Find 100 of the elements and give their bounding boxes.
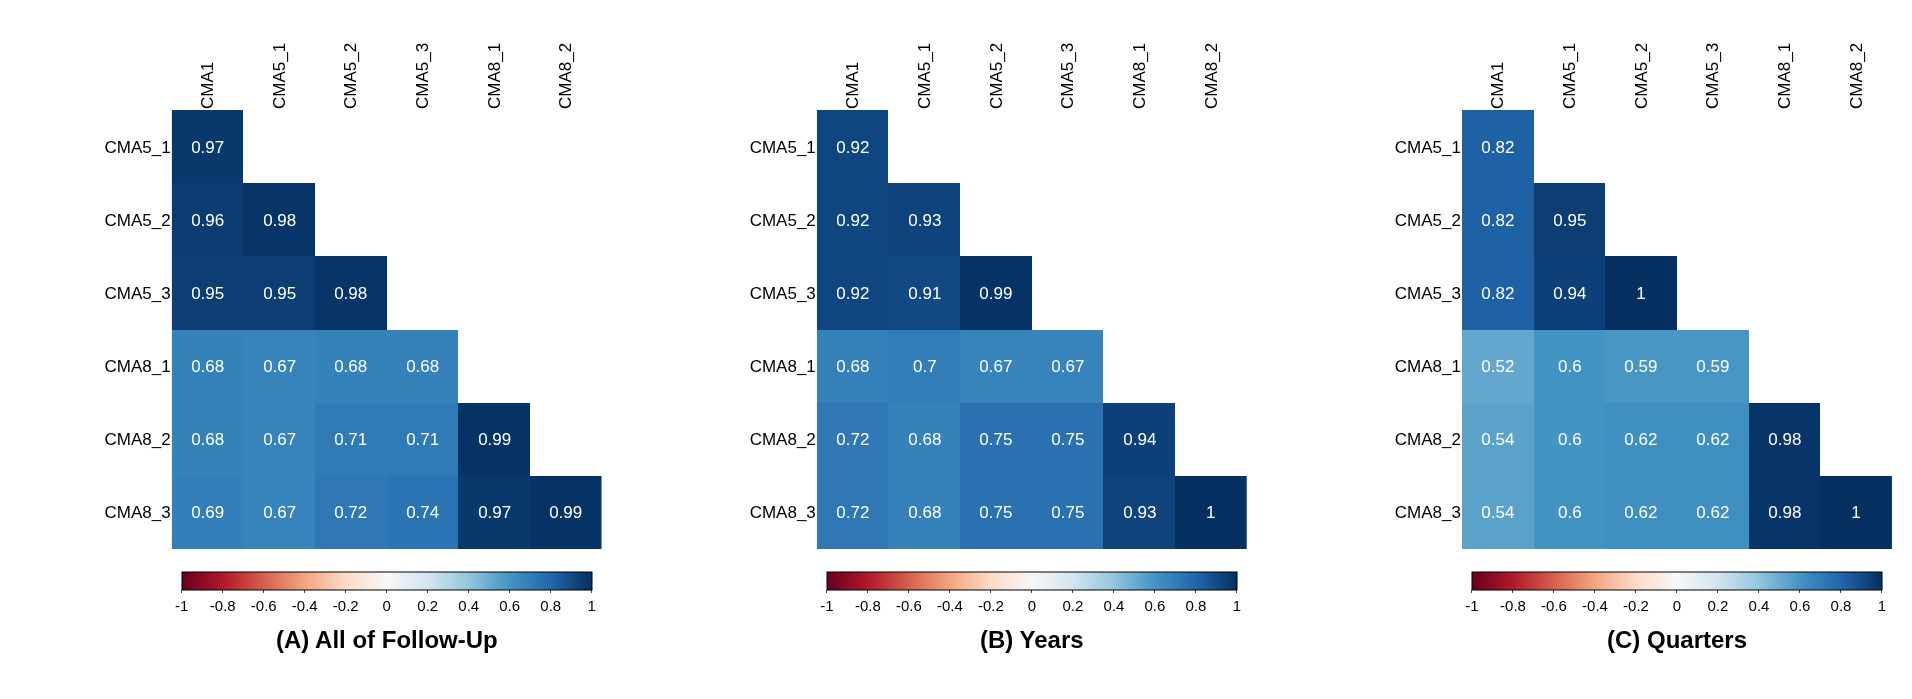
data-label: 0.68: [406, 356, 440, 376]
color-bar-label: -0.4: [936, 597, 963, 614]
data-label: 0.97: [191, 137, 225, 157]
color-bar-label: 0.4: [458, 597, 480, 614]
x-tick-label: CMA8_1: [484, 42, 504, 109]
data-label: 0.75: [1051, 502, 1085, 522]
x-tick-label: CMA5_3: [1703, 42, 1723, 109]
data-label: 0.75: [979, 502, 1013, 522]
data-label: 0.6: [1558, 502, 1582, 522]
color-bar-label: -0.8: [1500, 597, 1526, 614]
data-label: 0.72: [836, 502, 870, 522]
y-tick-label: CMA5_1: [1394, 137, 1461, 157]
color-bar-label: 1: [1232, 597, 1242, 614]
y-tick-label: CMA8_3: [749, 503, 816, 523]
data-label: 0.93: [1123, 502, 1157, 522]
data-label: 0.67: [1051, 356, 1085, 376]
data-label: 0.67: [263, 356, 297, 376]
data-label: 0.94: [1553, 283, 1587, 303]
data-label: 0.68: [191, 429, 225, 449]
text: (B) Years: [980, 626, 1084, 653]
x-tick-label: CMA1: [198, 61, 218, 109]
data-label: 0.98: [334, 283, 368, 303]
data-label: 0.54: [1481, 502, 1515, 522]
x-tick-label: CMA1: [843, 61, 863, 109]
x-tick-label: CMA5_2: [341, 42, 361, 109]
text: (C) Quarters: [1607, 626, 1748, 653]
x-tick-label: CMA5_2: [986, 42, 1006, 109]
color-bar-label: 0.8: [1185, 597, 1207, 614]
data-label: 0.62: [1624, 429, 1658, 449]
color-bar-label: 1: [587, 597, 596, 614]
color-bar-label: -0.6: [1541, 597, 1567, 614]
y-tick-label: CMA5_2: [749, 210, 816, 230]
data-label: 0.72: [836, 429, 870, 449]
data-label: 0.99: [979, 283, 1013, 303]
data-label: 1: [1851, 502, 1861, 522]
data-label: 0.54: [1481, 429, 1515, 449]
data-label: 0.75: [979, 429, 1013, 449]
color-bar-label: -0.8: [209, 597, 236, 614]
color-bar-label: 0.4: [1103, 597, 1125, 614]
data-label: 0.67: [979, 356, 1013, 376]
data-label: 0.92: [836, 210, 870, 230]
color-bar-label: -0.6: [895, 597, 922, 614]
x-tick-label: CMA5_1: [269, 42, 289, 109]
color-bar-label: 0: [1672, 597, 1682, 614]
x-tick-label: CMA8_2: [1846, 42, 1866, 109]
x-tick-label: CMA8_2: [1201, 42, 1221, 109]
data-label: 0.99: [549, 502, 583, 522]
data-label: 0.98: [1768, 429, 1802, 449]
y-tick-label: CMA5_3: [1394, 283, 1461, 303]
x-tick-label: CMA8_1: [1775, 42, 1795, 109]
x-tick-label: CMA5_3: [413, 42, 433, 109]
data-label: 0.99: [478, 429, 512, 449]
color-bar-label: 0.6: [499, 597, 521, 614]
color-bar-label: 0.8: [540, 597, 562, 614]
y-tick-label: CMA8_2: [749, 430, 816, 450]
data-label: 1: [1636, 283, 1646, 303]
y-tick-label: CMA5_2: [1394, 210, 1461, 230]
data-label: 0.68: [908, 502, 942, 522]
data-label: 0.68: [191, 356, 225, 376]
y-tick-label: CMA5_1: [104, 137, 171, 157]
data-label: 0.6: [1558, 429, 1582, 449]
color-bar-label: -1: [175, 597, 189, 614]
data-label: 0.92: [836, 283, 870, 303]
data-label: 0.95: [263, 283, 297, 303]
data-label: 0.82: [1481, 283, 1515, 303]
x-tick-label: CMA8_2: [556, 42, 576, 109]
data-label: 1: [1206, 502, 1216, 522]
data-label: 0.59: [1696, 356, 1730, 376]
color-bar-label: 0.2: [1062, 597, 1084, 614]
y-tick-label: CMA5_2: [104, 210, 171, 230]
data-label: 0.67: [263, 429, 297, 449]
color-bar-label: 0: [1027, 597, 1037, 614]
data-label: 0.52: [1481, 356, 1515, 376]
x-tick-label: CMA5_1: [1559, 42, 1579, 109]
text: (A) All of Follow-Up: [276, 626, 498, 653]
data-label: 0.68: [334, 356, 368, 376]
data-label: 0.82: [1481, 210, 1515, 230]
data-label: 0.62: [1696, 429, 1730, 449]
x-tick-label: CMA5_2: [1631, 42, 1651, 109]
data-label: 0.71: [334, 429, 368, 449]
color-bar-label: 0.2: [1707, 597, 1729, 614]
y-tick-label: CMA8_1: [104, 357, 171, 377]
x-tick-label: CMA5_3: [1058, 42, 1078, 109]
color-bar-label: 1: [1877, 597, 1887, 614]
color-bar-label: 0.6: [1789, 597, 1811, 614]
color-bar-label: 0.2: [417, 597, 439, 614]
data-label: 0.92: [836, 137, 870, 157]
data-label: 0.6: [1558, 356, 1582, 376]
color-bar-label: -0.4: [1582, 597, 1608, 614]
data-label: 0.97: [478, 502, 512, 522]
data-label: 0.98: [1768, 502, 1802, 522]
y-tick-label: CMA8_3: [1394, 503, 1461, 523]
y-tick-label: CMA8_2: [104, 430, 171, 450]
color-bar-label: -0.2: [332, 597, 359, 614]
color-bar-label: 0.6: [1144, 597, 1166, 614]
data-label: 0.98: [263, 210, 297, 230]
data-label: 0.59: [1624, 356, 1658, 376]
data-label: 0.69: [191, 502, 225, 522]
data-label: 0.7: [912, 356, 937, 376]
color-bar-label: 0.8: [1830, 597, 1852, 614]
